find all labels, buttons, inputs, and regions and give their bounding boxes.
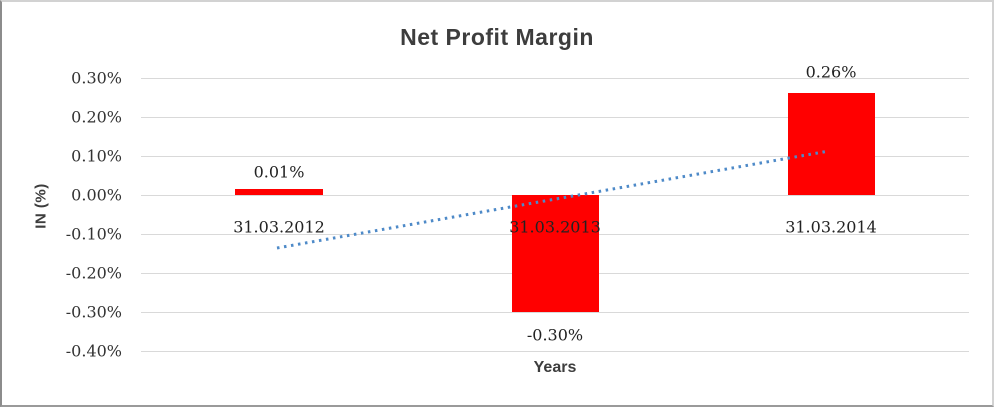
data-label-2014: 0.26% (805, 62, 857, 82)
y-tick-label: 0.00% (71, 185, 122, 205)
x-axis-title: Years (533, 359, 577, 376)
bar-2012 (235, 189, 323, 195)
bar-2013 (512, 195, 599, 312)
category-label-2014: 31.03.2014 (785, 217, 877, 237)
gridline (141, 312, 969, 313)
gridline (141, 351, 969, 352)
y-tick-label: -0.30% (65, 302, 122, 322)
chart-title: Net Profit Margin (400, 24, 594, 50)
y-tick-label: -0.10% (65, 224, 122, 244)
y-tick-label: -0.20% (65, 263, 122, 283)
gridline (141, 117, 969, 118)
y-axis-title: IN (%) (32, 183, 50, 229)
category-label-2013: 31.03.2013 (509, 217, 601, 237)
data-label-2013: -0.30% (526, 325, 584, 345)
y-tick-label: 0.20% (71, 107, 122, 127)
gridline (141, 78, 969, 79)
data-label-2012: 0.01% (253, 162, 305, 182)
bar-2014 (788, 93, 875, 195)
y-tick-label: 0.10% (71, 146, 122, 166)
category-label-2012: 31.03.2012 (233, 217, 325, 237)
y-tick-label: -0.40% (65, 341, 122, 361)
y-tick-label: 0.30% (71, 68, 122, 88)
